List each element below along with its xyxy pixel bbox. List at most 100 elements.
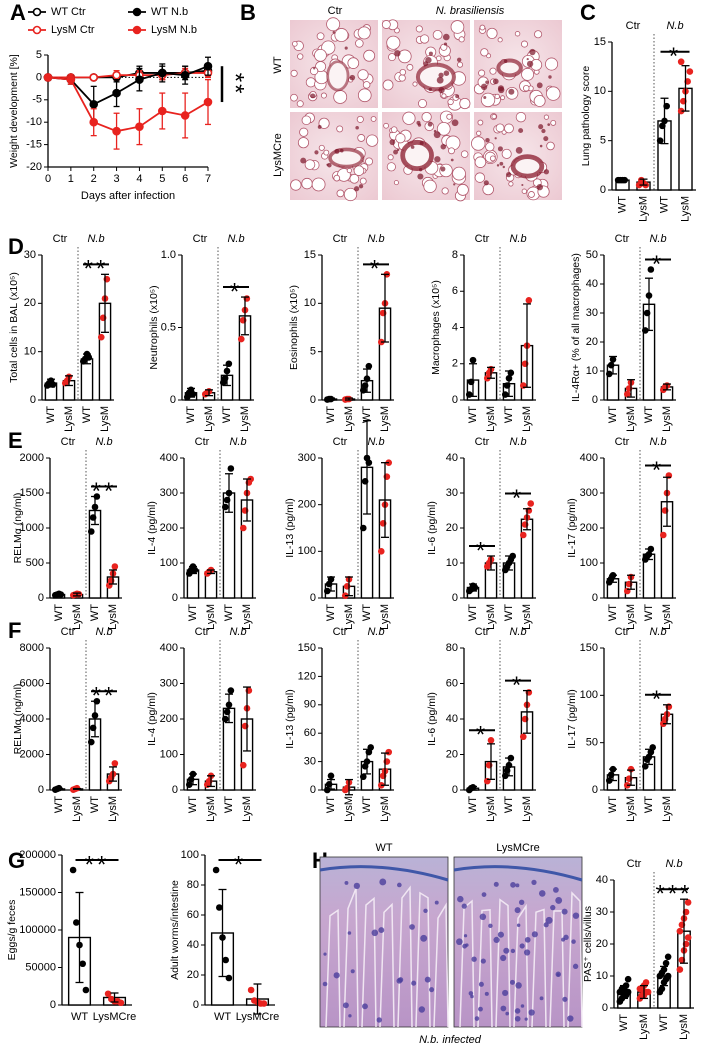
- alveolus: [489, 155, 496, 162]
- x-tick-label: WT: [658, 196, 670, 213]
- goblet-cell: [456, 938, 463, 946]
- x-tick-label: WT: [45, 406, 57, 423]
- infiltrate: [515, 146, 523, 154]
- infiltrate: [438, 87, 445, 94]
- data-point: [237, 335, 245, 343]
- data-point: [260, 1000, 268, 1007]
- lumen-edge: [453, 865, 583, 882]
- data-point: [664, 953, 672, 961]
- y-tick-label: 60: [187, 909, 199, 921]
- bar: [80, 358, 94, 401]
- villus: [433, 902, 449, 1028]
- x-tick-label: LysM: [343, 406, 355, 432]
- y-tick-label: -15: [26, 139, 42, 151]
- alveolus: [397, 49, 412, 64]
- data-point: [469, 356, 477, 364]
- alveolus: [457, 61, 464, 68]
- goblet-cell: [471, 956, 477, 962]
- alveolus: [480, 48, 489, 57]
- infiltrate: [547, 123, 551, 126]
- infiltrate: [492, 78, 499, 85]
- goblet-cell: [500, 954, 507, 962]
- x-tick-label: WT: [643, 796, 655, 813]
- data-point: [377, 548, 385, 555]
- alveolus: [534, 30, 543, 39]
- goblet-cell: [562, 996, 568, 1002]
- y-tick-label: 5: [36, 49, 42, 61]
- y-axis-label: Weight development [%]: [8, 54, 20, 168]
- y-tick-label: 6000: [20, 677, 44, 689]
- y-tick-label: 200: [298, 499, 316, 511]
- data-point: [627, 765, 635, 773]
- goblet-cell: [514, 1008, 521, 1014]
- infiltrate: [443, 70, 450, 76]
- infiltrate: [334, 148, 340, 154]
- alveolus: [474, 156, 487, 168]
- y-tick-label: 20: [446, 748, 458, 760]
- data-point: [327, 772, 335, 780]
- data-point: [203, 61, 213, 71]
- data-point: [676, 966, 684, 973]
- y-axis-label: Macrophages (x10⁵): [430, 280, 442, 375]
- y-tick-label: 50: [586, 737, 598, 749]
- x-tick-label: 5: [159, 173, 165, 185]
- data-point: [112, 126, 121, 136]
- data-point: [519, 531, 527, 539]
- goblet-cell: [362, 1003, 368, 1010]
- legend-marker: [32, 25, 42, 35]
- infiltrate: [344, 46, 348, 50]
- goblet-cell: [514, 1015, 521, 1022]
- goblet-cell: [556, 973, 560, 977]
- significance-label: *: [476, 722, 488, 749]
- y-tick-label: 100: [160, 557, 178, 569]
- alveolus: [333, 174, 341, 182]
- goblet-cell: [524, 936, 531, 943]
- airway: [328, 147, 365, 169]
- airway: [400, 139, 434, 172]
- data-point: [519, 733, 527, 741]
- alveolus: [447, 98, 454, 106]
- x-tick-label: LysM: [625, 406, 637, 432]
- infiltrate: [433, 131, 441, 139]
- goblet-cell: [561, 908, 568, 915]
- group-label: N.b: [649, 436, 666, 448]
- y-tick-label: 10: [594, 85, 606, 97]
- x-tick-label: LysM: [71, 604, 83, 630]
- data-point: [69, 866, 77, 874]
- x-tick-label: 0: [45, 173, 51, 185]
- y-tick-label: 0: [170, 394, 176, 406]
- villus: [567, 891, 583, 1028]
- y-tick-label: 2: [452, 358, 458, 370]
- goblet-cell: [531, 879, 537, 885]
- alveolus: [365, 157, 374, 166]
- alveolus: [304, 159, 316, 170]
- y-axis-label: IL-4 (pg/ml): [146, 501, 158, 555]
- y-tick-label: 15: [594, 36, 606, 48]
- goblet-cell: [371, 929, 379, 937]
- goblet-cell: [550, 904, 556, 911]
- goblet-cell: [429, 987, 435, 993]
- y-tick-label: -20: [26, 161, 42, 173]
- y-tick-label: 40: [586, 278, 598, 290]
- alveolus: [500, 95, 506, 101]
- y-tick-label: 400: [160, 452, 178, 464]
- y-tick-label: 150000: [19, 886, 56, 898]
- infiltrate: [543, 136, 549, 142]
- airway: [415, 62, 456, 92]
- data-point: [487, 737, 495, 744]
- group-label: N.b: [229, 436, 246, 448]
- goblet-cell: [457, 895, 464, 903]
- alveolus: [421, 111, 432, 123]
- significance-label: **: [84, 256, 109, 283]
- alveolus: [533, 95, 546, 107]
- goblet-cell: [516, 923, 521, 928]
- x-tick-label: WT: [325, 796, 337, 813]
- infiltrate: [456, 57, 462, 63]
- alveolus: [497, 37, 503, 43]
- y-tick-label: 0: [193, 999, 199, 1011]
- y-tick-label: 300: [160, 487, 178, 499]
- x-tick-label: 7: [205, 173, 211, 185]
- data-point: [225, 974, 233, 982]
- group-label: Ctr: [333, 233, 348, 245]
- x-tick-label: WT: [89, 604, 101, 621]
